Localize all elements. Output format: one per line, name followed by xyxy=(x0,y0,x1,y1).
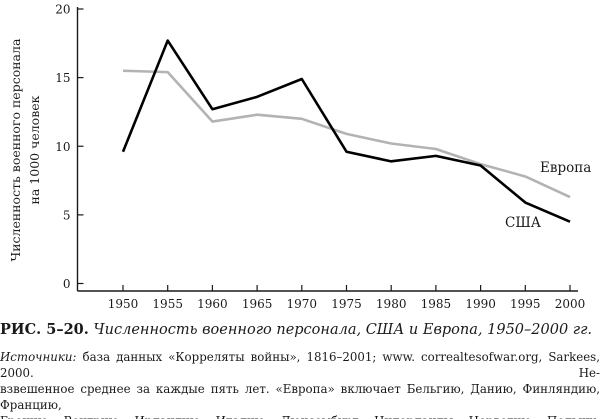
usa-line xyxy=(121,39,571,223)
y-tick-label: 0 xyxy=(63,277,71,291)
sources-line-3: Грецию, Венгрию, Ирландию, Италию, Люксе… xyxy=(0,413,600,419)
x-tick-label: 1955 xyxy=(152,297,183,311)
y-axis-title-line1: Численность военного персонала xyxy=(8,38,23,262)
x-tick-label: 1985 xyxy=(421,297,452,311)
x-tick-label: 2000 xyxy=(555,297,586,311)
x-tick-label: 1950 xyxy=(108,297,139,311)
y-tick-label: 5 xyxy=(63,208,71,222)
x-tick-label: 1990 xyxy=(465,297,496,311)
y-axis-title: Численность военного персонала на 1000 ч… xyxy=(6,2,46,298)
x-tick-label: 1995 xyxy=(510,297,541,311)
sources-line-2: взвешенное среднее за каждые пять лет. «… xyxy=(0,382,600,412)
x-tick-label: 1980 xyxy=(376,297,407,311)
figure-caption-title: Численность военного персонала, США и Ев… xyxy=(93,322,593,338)
figure-caption-label: РИС. 5–20. xyxy=(0,321,89,338)
sources-line-1: Источники: база данных «Корреляты войны»… xyxy=(0,349,600,381)
x-tick-label: 1965 xyxy=(242,297,273,311)
y-tick-label: 10 xyxy=(55,140,70,154)
y-tick-label: 20 xyxy=(55,3,70,17)
line-plot: 0 5 10 15 20 1950 1955 1960 1965 1970 1975 1980 1985… xyxy=(55,3,591,312)
series-label: Европа xyxy=(540,160,591,176)
sources-prefix: Источники: xyxy=(0,350,77,364)
y-axis-title-line2: на 1000 человек xyxy=(27,95,42,205)
x-tick-label: 1960 xyxy=(197,297,228,311)
x-tick-label: 1975 xyxy=(331,297,362,311)
y-tick-label: 15 xyxy=(55,71,70,85)
europe-line xyxy=(122,69,571,199)
sources-line-1-text: база данных «Корреляты войны», 1816–2001… xyxy=(0,350,600,380)
figure-caption: РИС. 5–20. Численность военного персонал… xyxy=(0,319,600,341)
series-label: США xyxy=(505,215,542,231)
sources-note: Источники: база данных «Корреляты войны»… xyxy=(0,349,600,419)
x-tick-label: 1970 xyxy=(287,297,318,311)
